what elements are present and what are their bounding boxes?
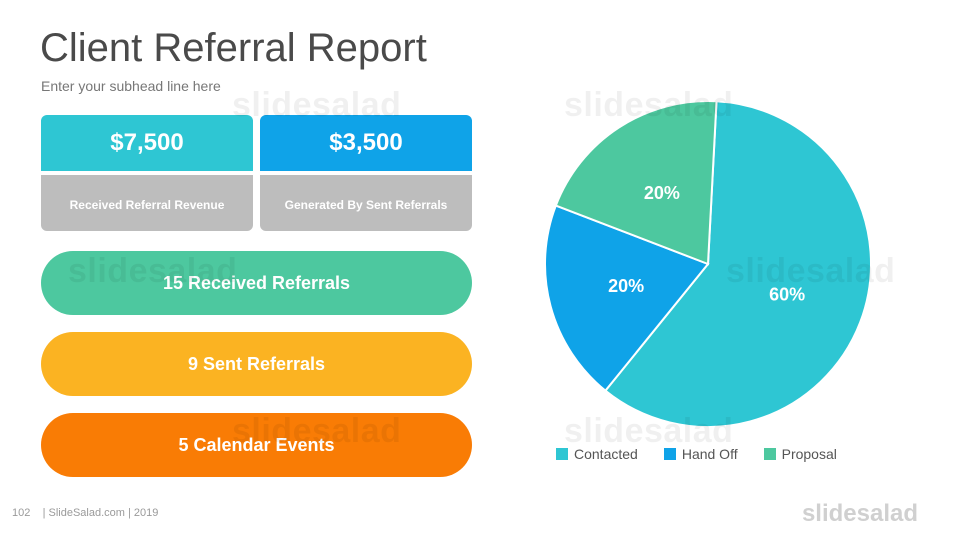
legend-swatch xyxy=(763,448,776,460)
revenue-card-generated: $3,500 Generated By Sent Referrals xyxy=(260,115,472,231)
pie-slice-proposal xyxy=(554,100,718,266)
legend-label: Hand Off xyxy=(681,446,738,462)
revenue-card-received: $7,500 Received Referral Revenue xyxy=(41,115,253,231)
sent-referrals-pill: 9 Sent Referrals xyxy=(41,332,472,396)
footer-credit: | SlideSalad.com | 2019 xyxy=(42,507,159,519)
legend-item-hand-off: Hand Off xyxy=(663,446,738,462)
legend-item-contacted: Contacted xyxy=(556,446,638,462)
revenue-card-label: Received Referral Revenue xyxy=(41,175,253,231)
brand-logo: slidesalad xyxy=(801,500,918,527)
revenue-card-value: $7,500 xyxy=(41,115,253,171)
legend-label: Contacted xyxy=(574,446,638,462)
legend-swatch xyxy=(663,448,676,460)
legend-swatch xyxy=(556,448,568,460)
pie-chart: 60% 20% 20% xyxy=(544,100,872,428)
pie-data-label: 20% xyxy=(608,276,644,296)
pie-slice-contacted xyxy=(604,100,872,428)
revenue-card-label: Generated By Sent Referrals xyxy=(260,175,472,231)
page-title: Client Referral Report xyxy=(40,26,427,70)
legend-item-proposal: Proposal xyxy=(763,446,837,462)
calendar-events-pill: 5 Calendar Events xyxy=(41,413,472,477)
received-referrals-pill: 15 Received Referrals xyxy=(41,251,472,315)
footer: 102 | SlideSalad.com | 2019 xyxy=(12,507,158,519)
legend-label: Proposal xyxy=(781,446,837,462)
pie-data-label: 20% xyxy=(644,183,680,203)
page-number: 102 xyxy=(12,507,31,519)
pie-data-label: 60% xyxy=(769,284,805,304)
chart-legend: Contacted Hand Off Proposal xyxy=(556,446,837,462)
revenue-card-value: $3,500 xyxy=(260,115,472,171)
page-subtitle: Enter your subhead line here xyxy=(41,78,221,94)
pie-slice-hand-off xyxy=(544,204,710,393)
